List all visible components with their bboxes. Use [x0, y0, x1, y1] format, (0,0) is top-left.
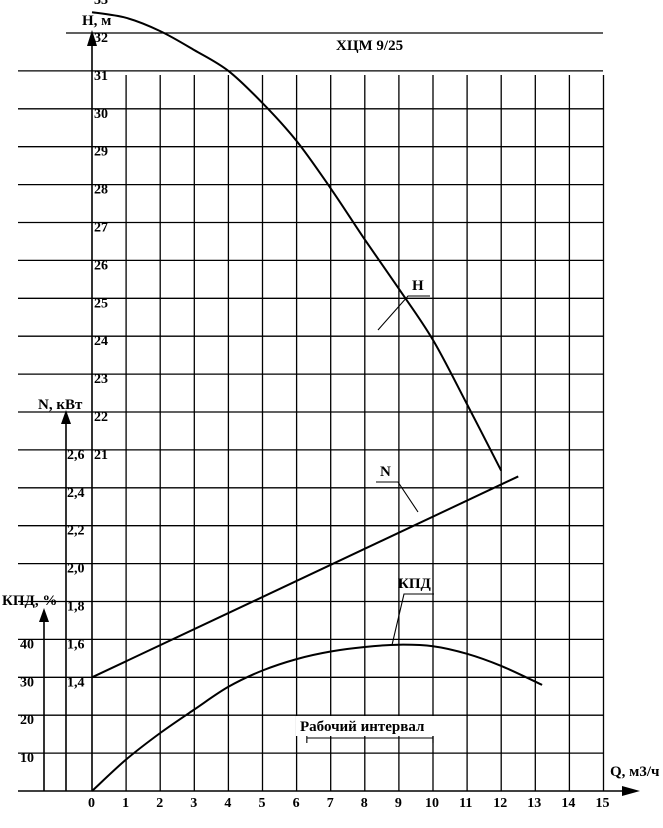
efficiency-tick-label: 30: [20, 675, 34, 690]
h-tick-label: 23: [94, 372, 108, 387]
curves: [91, 11, 543, 792]
n-tick-label: 1,4: [67, 675, 85, 690]
x-tick-label: 4: [224, 796, 231, 811]
n-tick-label: 2,6: [67, 448, 85, 463]
legend-h-leader: [377, 295, 430, 331]
x-tick-label: 0: [88, 796, 95, 811]
efficiency-axis-arrow: [39, 608, 49, 622]
n-tick-label: 1,8: [67, 600, 85, 615]
x-tick-label: 8: [361, 796, 368, 811]
h-axis-arrow: [87, 30, 97, 46]
x-tick-label: 14: [561, 796, 575, 811]
legend-efficiency-leader: [391, 593, 434, 646]
efficiency-tick-label: 20: [20, 713, 34, 728]
legend-efficiency: КПД: [398, 576, 432, 592]
efficiency-tick-label: 10: [20, 751, 34, 766]
x-tick-label: 15: [596, 796, 610, 811]
x-tick-label: 5: [259, 796, 266, 811]
working-interval-bg: [296, 716, 439, 736]
h-tick-label: 27: [94, 221, 108, 236]
x-tick-label: 13: [527, 796, 541, 811]
n-axis-arrow: [61, 410, 71, 424]
x-tick-label: 12: [493, 796, 507, 811]
x-tick-label: 10: [425, 796, 439, 811]
n-tick-label: 2,4: [67, 486, 85, 501]
h-tick-label: 25: [94, 296, 108, 311]
x-tick-label: 2: [156, 796, 163, 811]
x-tick-label: 9: [395, 796, 402, 811]
legend-n: N: [380, 464, 391, 480]
h-tick-label: 30: [94, 107, 108, 122]
efficiency-curve: [91, 643, 543, 792]
h-tick-label: 32: [94, 31, 108, 46]
h-tick-label: 24: [94, 334, 108, 349]
x-axis-label: Q, м3/ч: [610, 764, 660, 780]
n-curve: [91, 475, 519, 679]
h-tick-label: 22: [94, 410, 108, 425]
h-tick-label: 33: [94, 0, 108, 8]
h-axis-label: Н, м: [82, 13, 111, 29]
n-tick-label: 2,2: [67, 524, 85, 539]
legend-n-leader: [376, 481, 419, 513]
x-axis-arrow: [622, 786, 640, 796]
axes: 0 1 2 3 4 5 6 7 8 9 10 11 12 13 14 15212223242526272829…: [18, 0, 640, 811]
efficiency-axis-label: КПД, %: [2, 593, 57, 609]
h-tick-label: 26: [94, 258, 108, 273]
working-interval-label: Рабочий интервал: [300, 719, 425, 735]
grid: [18, 32, 605, 791]
h-tick-label: 31: [94, 69, 108, 84]
x-tick-label: 6: [293, 796, 300, 811]
x-tick-label: 1: [122, 796, 129, 811]
legend-h: Н: [412, 278, 424, 294]
x-tick-label: 11: [459, 796, 472, 811]
h-tick-label: 29: [94, 145, 108, 160]
n-axis-label: N, кВт: [38, 397, 83, 413]
x-tick-label: 7: [327, 796, 334, 811]
h-curve: [91, 11, 503, 472]
h-tick-label: 28: [94, 183, 108, 198]
chart-title: ХЦМ 9/25: [336, 38, 403, 54]
efficiency-tick-label: 40: [20, 637, 34, 652]
n-tick-label: 1,6: [67, 637, 85, 652]
n-tick-label: 2,0: [67, 562, 85, 577]
x-tick-label: 3: [190, 796, 197, 811]
h-tick-label: 21: [94, 448, 108, 463]
